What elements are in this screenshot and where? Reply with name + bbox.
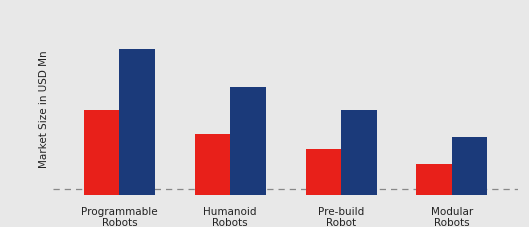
Bar xyxy=(84,111,120,195)
Bar xyxy=(452,137,487,195)
Bar xyxy=(341,111,377,195)
Bar xyxy=(230,87,266,195)
Bar xyxy=(416,164,452,195)
Y-axis label: Market Size in USD Mn: Market Size in USD Mn xyxy=(39,50,49,168)
Bar xyxy=(195,133,230,195)
Bar xyxy=(306,149,341,195)
Bar xyxy=(120,49,155,195)
